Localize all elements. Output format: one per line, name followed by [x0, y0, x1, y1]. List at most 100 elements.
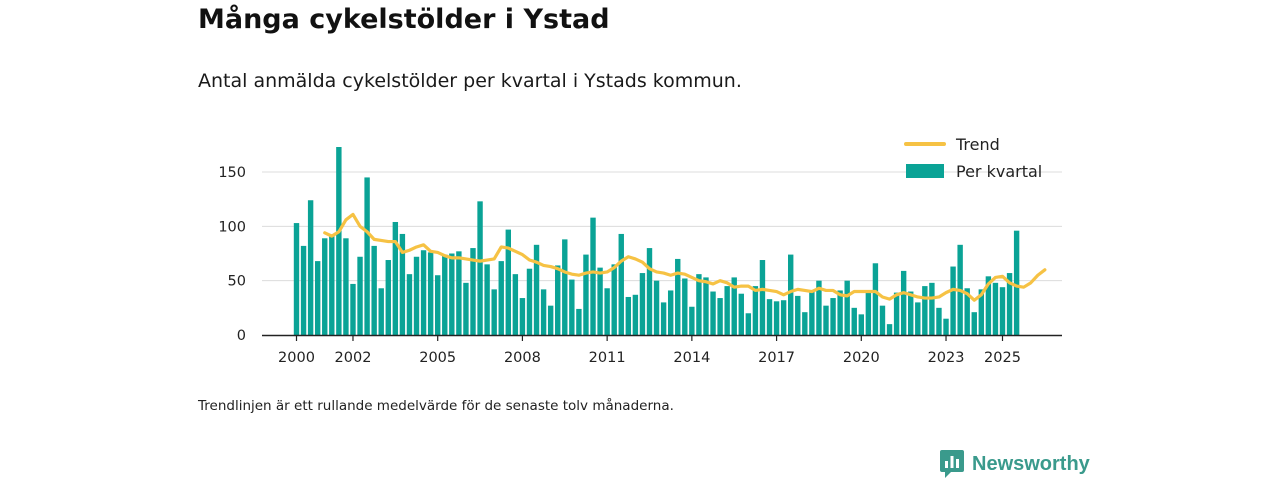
bar	[893, 292, 900, 335]
legend-bars-swatch	[906, 164, 944, 178]
bar	[399, 233, 406, 335]
bar	[449, 253, 455, 335]
legend-trend-label: Trend	[955, 135, 1000, 154]
bar	[540, 289, 547, 335]
bar	[703, 277, 709, 335]
bar	[964, 288, 970, 335]
chart-subtitle: Antal anmälda cykelstölder per kvartal i…	[198, 70, 742, 92]
axes: 0 50 100 150 2000 2002 2005 2008 2011 2014 2017 202…	[218, 165, 1062, 366]
x-tick-label: 2017	[758, 350, 795, 366]
bar	[844, 280, 850, 335]
bar	[555, 265, 561, 335]
bar	[618, 233, 624, 335]
bar	[505, 229, 511, 335]
bar-chart: 0 50 100 150 2000 2002 2005 2008 2011 2014 2017 202…	[218, 135, 1062, 366]
bar	[336, 147, 342, 335]
bar	[985, 276, 992, 335]
bar	[696, 274, 702, 335]
bar	[343, 238, 349, 335]
bar	[646, 248, 653, 335]
x-tick-label: 2020	[843, 350, 880, 366]
bar	[865, 290, 872, 335]
bar	[293, 223, 300, 335]
bar	[477, 201, 483, 335]
bar	[632, 294, 639, 335]
bar	[858, 314, 864, 335]
y-tick-label: 100	[218, 219, 246, 235]
bar	[406, 274, 413, 335]
bar	[547, 305, 554, 335]
bar	[809, 290, 815, 335]
bar	[999, 287, 1006, 335]
bar	[816, 280, 822, 335]
bar	[710, 291, 716, 335]
bar	[900, 270, 907, 335]
bar	[950, 266, 956, 335]
bar	[823, 305, 829, 335]
bar	[780, 300, 787, 335]
bar	[752, 286, 759, 335]
bar	[300, 245, 307, 335]
bar	[597, 267, 603, 335]
bar	[329, 235, 335, 335]
bar	[519, 298, 526, 335]
y-tick-label: 50	[228, 274, 246, 290]
bar	[470, 248, 476, 335]
bar	[879, 305, 886, 335]
bar	[420, 250, 427, 335]
x-tick-label: 2014	[673, 350, 710, 366]
bar	[915, 302, 921, 335]
bar-series	[293, 147, 1020, 335]
bar	[660, 302, 667, 335]
bar	[837, 290, 843, 335]
x-tick-label: 2023	[928, 350, 965, 366]
bar	[978, 289, 985, 335]
bar	[569, 279, 575, 335]
bar	[392, 221, 399, 335]
bar	[350, 283, 356, 335]
chart-title: Många cykelstölder i Ystad	[198, 4, 610, 35]
brand-logo: Newsworthy	[940, 450, 1090, 478]
bar	[936, 307, 942, 335]
brand-name: Newsworthy	[972, 452, 1090, 475]
x-tick-label: 2025	[984, 350, 1021, 366]
bar	[562, 239, 568, 335]
chart-footnote: Trendlinjen är ett rullande medelvärde f…	[198, 398, 674, 414]
bar	[576, 308, 582, 335]
bar	[788, 254, 794, 335]
y-tick-label: 0	[237, 328, 246, 344]
bar	[526, 268, 533, 335]
bar	[442, 254, 448, 335]
x-tick-label: 2005	[419, 350, 456, 366]
bar	[322, 238, 328, 335]
bar	[498, 261, 504, 335]
newsworthy-logo-icon	[940, 450, 964, 478]
bar	[872, 263, 879, 335]
bar	[314, 261, 321, 335]
bar	[667, 290, 674, 335]
bar	[766, 299, 773, 335]
legend: Trend Per kvartal	[904, 135, 1042, 181]
bar	[307, 200, 314, 335]
x-tick-label: 2011	[589, 350, 626, 366]
bar	[731, 277, 737, 335]
bar	[364, 177, 370, 335]
bar	[929, 282, 935, 335]
x-tick-label: 2000	[278, 350, 315, 366]
bar	[717, 298, 723, 335]
bar	[583, 254, 589, 335]
bar	[908, 291, 914, 335]
bar	[682, 278, 688, 335]
bar	[413, 256, 420, 335]
trend-series	[323, 212, 1047, 302]
bar	[639, 273, 646, 335]
x-tick-label: 2008	[504, 350, 541, 366]
legend-bars-label: Per kvartal	[956, 162, 1042, 181]
bar	[435, 275, 441, 335]
bar	[830, 298, 836, 335]
bar	[773, 301, 780, 335]
bar	[533, 244, 540, 335]
bar	[795, 295, 801, 335]
bar	[625, 296, 632, 335]
bar	[604, 288, 610, 335]
